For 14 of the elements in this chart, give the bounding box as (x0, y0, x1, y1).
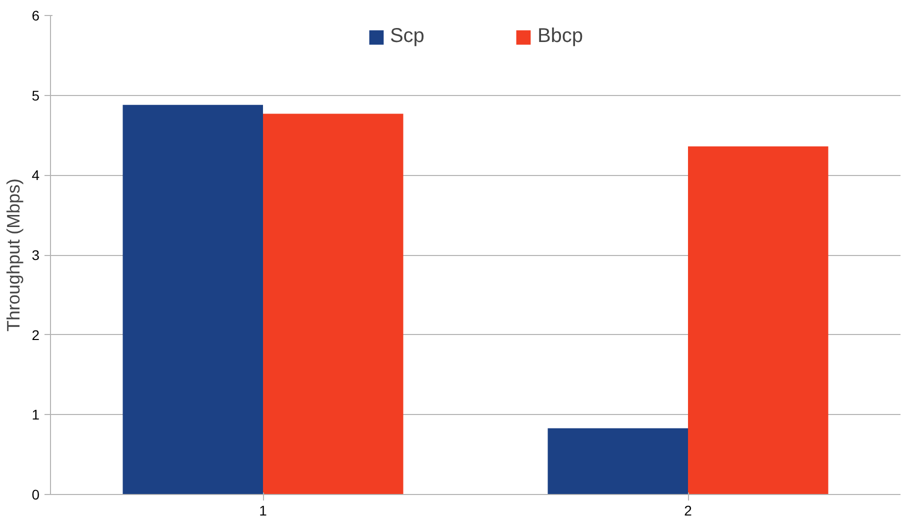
y-tick-label: 5 (32, 87, 40, 104)
y-axis-title: Throughput (Mbps) (4, 178, 24, 332)
y-tick-label: 1 (32, 406, 40, 423)
y-tick-label: 3 (32, 247, 40, 263)
y-tick-label: 0 (32, 486, 40, 502)
bar (548, 428, 688, 494)
y-tick-label: 4 (32, 167, 40, 184)
y-tick-label: 2 (32, 326, 40, 343)
legend-label: Bbcp (537, 25, 584, 48)
bar (122, 104, 263, 494)
bar (688, 146, 828, 494)
legend-label: Scp (390, 25, 424, 48)
bar (263, 114, 404, 494)
y-tick-label: 6 (32, 8, 40, 24)
